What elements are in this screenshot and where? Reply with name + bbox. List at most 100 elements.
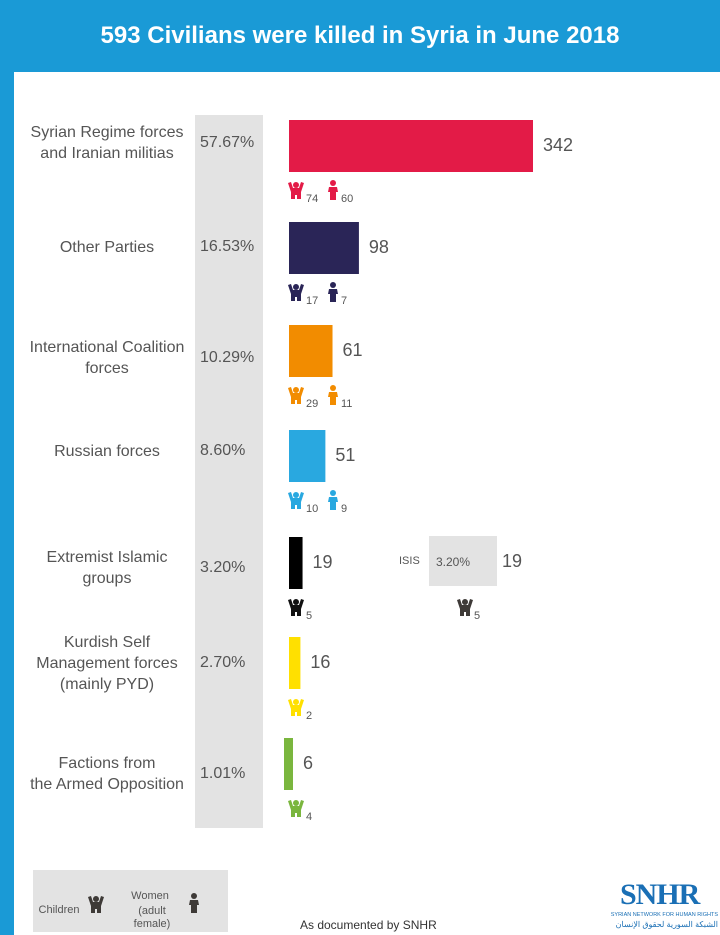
woman-icon	[328, 385, 338, 405]
bar-value-label: 98	[369, 237, 389, 257]
children-count: 74	[306, 193, 318, 205]
child-icon-body	[288, 182, 304, 199]
isis-children-count: 5	[474, 610, 480, 622]
bar	[289, 637, 301, 689]
logo-subtitle: SYRIAN NETWORK FOR HUMAN RIGHTS	[610, 912, 718, 918]
woman-icon	[328, 490, 338, 510]
child-icon	[288, 387, 304, 404]
woman-icon-head	[330, 490, 336, 496]
child-icon-head	[293, 182, 299, 188]
legend-children-label: Children	[38, 904, 80, 916]
category-label: Russian forces	[54, 442, 160, 460]
legend-child-glyph-head	[93, 896, 99, 902]
children-count: 5	[306, 610, 312, 622]
category-label: Extremist Islamic groups	[46, 549, 168, 587]
bar	[289, 120, 533, 172]
legend-child-glyph	[88, 896, 104, 913]
women-count: 60	[341, 193, 353, 205]
woman-icon-head	[330, 180, 336, 186]
women-count: 9	[341, 503, 347, 515]
child-icon-head	[293, 699, 299, 705]
bar-value-label: 342	[543, 135, 573, 155]
source-note: As documented by SNHR	[300, 918, 437, 932]
child-icon	[288, 284, 304, 301]
header-bar	[0, 0, 720, 72]
legend-woman-icon	[189, 893, 199, 913]
legend-women-label: Women	[131, 890, 169, 902]
bar-value-label: 51	[335, 445, 355, 465]
woman-icon-body	[328, 497, 338, 510]
category-label: Other Parties	[59, 238, 155, 256]
isis-child-icon	[457, 599, 473, 616]
child-icon	[288, 599, 304, 616]
percentage-label: 1.01%	[200, 765, 246, 782]
logo-arabic: الشبكة السورية لحقوق الإنسان	[615, 920, 718, 929]
children-count: 2	[306, 710, 312, 722]
bar	[289, 537, 303, 589]
category-label: Kurdish Self Management forces (mainly PYD…	[36, 633, 178, 693]
legend-woman-glyph	[189, 893, 199, 913]
isis-value-label: 19	[502, 551, 522, 571]
bar-value-label: 6	[303, 753, 313, 773]
left-accent-stripe	[0, 72, 14, 935]
child-icon-head	[293, 284, 299, 290]
bar-value-label: 61	[343, 340, 363, 360]
legend-woman-glyph-head	[191, 893, 197, 899]
children-count: 17	[306, 295, 318, 307]
legend-child-icon	[88, 896, 104, 913]
legend: Children Women (adult female)	[33, 870, 228, 932]
woman-icon	[328, 180, 338, 200]
child-icon-body	[288, 387, 304, 404]
child-icon-head	[293, 387, 299, 393]
bar-chart: 342 74 60 98 17 7 61 29 11 51 10 9 19 5 16 2 6 4 19 5	[284, 120, 573, 823]
category-label: International Coalition forces	[29, 339, 185, 377]
children-count: 29	[306, 398, 318, 410]
legend-women-sublabel: (adult female)	[133, 905, 171, 930]
bar	[289, 430, 326, 482]
child-icon	[288, 800, 304, 817]
percentage-label: 10.29%	[200, 349, 255, 366]
child-icon-body	[288, 492, 304, 509]
percentage-label: 16.53%	[200, 238, 255, 255]
child-icon-body	[288, 599, 304, 616]
percentage-label: 2.70%	[200, 654, 246, 671]
child-icon-head	[293, 800, 299, 806]
snhr-logo: SNHR SYRIAN NETWORK FOR HUMAN RIGHTS الش…	[590, 880, 720, 935]
isis-child-icon-body	[457, 599, 473, 616]
child-icon	[288, 492, 304, 509]
child-icon-head	[293, 599, 299, 605]
woman-icon	[328, 282, 338, 302]
percentage-column-background	[195, 115, 263, 828]
category-label: Factions from the Armed Opposition	[30, 755, 184, 793]
logo-wordmark: SNHR	[620, 878, 700, 911]
children-count: 10	[306, 503, 318, 515]
woman-icon-body	[328, 392, 338, 405]
bar	[289, 222, 359, 274]
bar-value-label: 16	[310, 652, 330, 672]
legend-child-glyph-body	[88, 896, 104, 913]
child-icon	[288, 182, 304, 199]
child-icon	[288, 699, 304, 716]
children-count: 4	[306, 811, 312, 823]
percentage-label: 8.60%	[200, 442, 246, 459]
chart-title: 593 Civilians were killed in Syria in Ju…	[100, 22, 620, 49]
isis-label: ISIS	[399, 555, 420, 567]
isis-subbar-background	[429, 536, 497, 586]
woman-icon-head	[330, 385, 336, 391]
woman-icon-head	[330, 282, 336, 288]
isis-child-icon-head	[462, 599, 468, 605]
child-icon-body	[288, 284, 304, 301]
child-icon-body	[288, 699, 304, 716]
women-count: 7	[341, 295, 347, 307]
woman-icon-body	[328, 289, 338, 302]
child-icon-body	[288, 800, 304, 817]
woman-icon-body	[328, 187, 338, 200]
isis-percentage: 3.20%	[436, 555, 471, 569]
bar	[289, 325, 333, 377]
percentage-label: 57.67%	[200, 134, 255, 151]
percentage-label: 3.20%	[200, 559, 246, 576]
child-icon-head	[293, 492, 299, 498]
category-label: Syrian Regime forces and Iranian militias	[30, 124, 184, 162]
women-count: 11	[341, 398, 352, 410]
